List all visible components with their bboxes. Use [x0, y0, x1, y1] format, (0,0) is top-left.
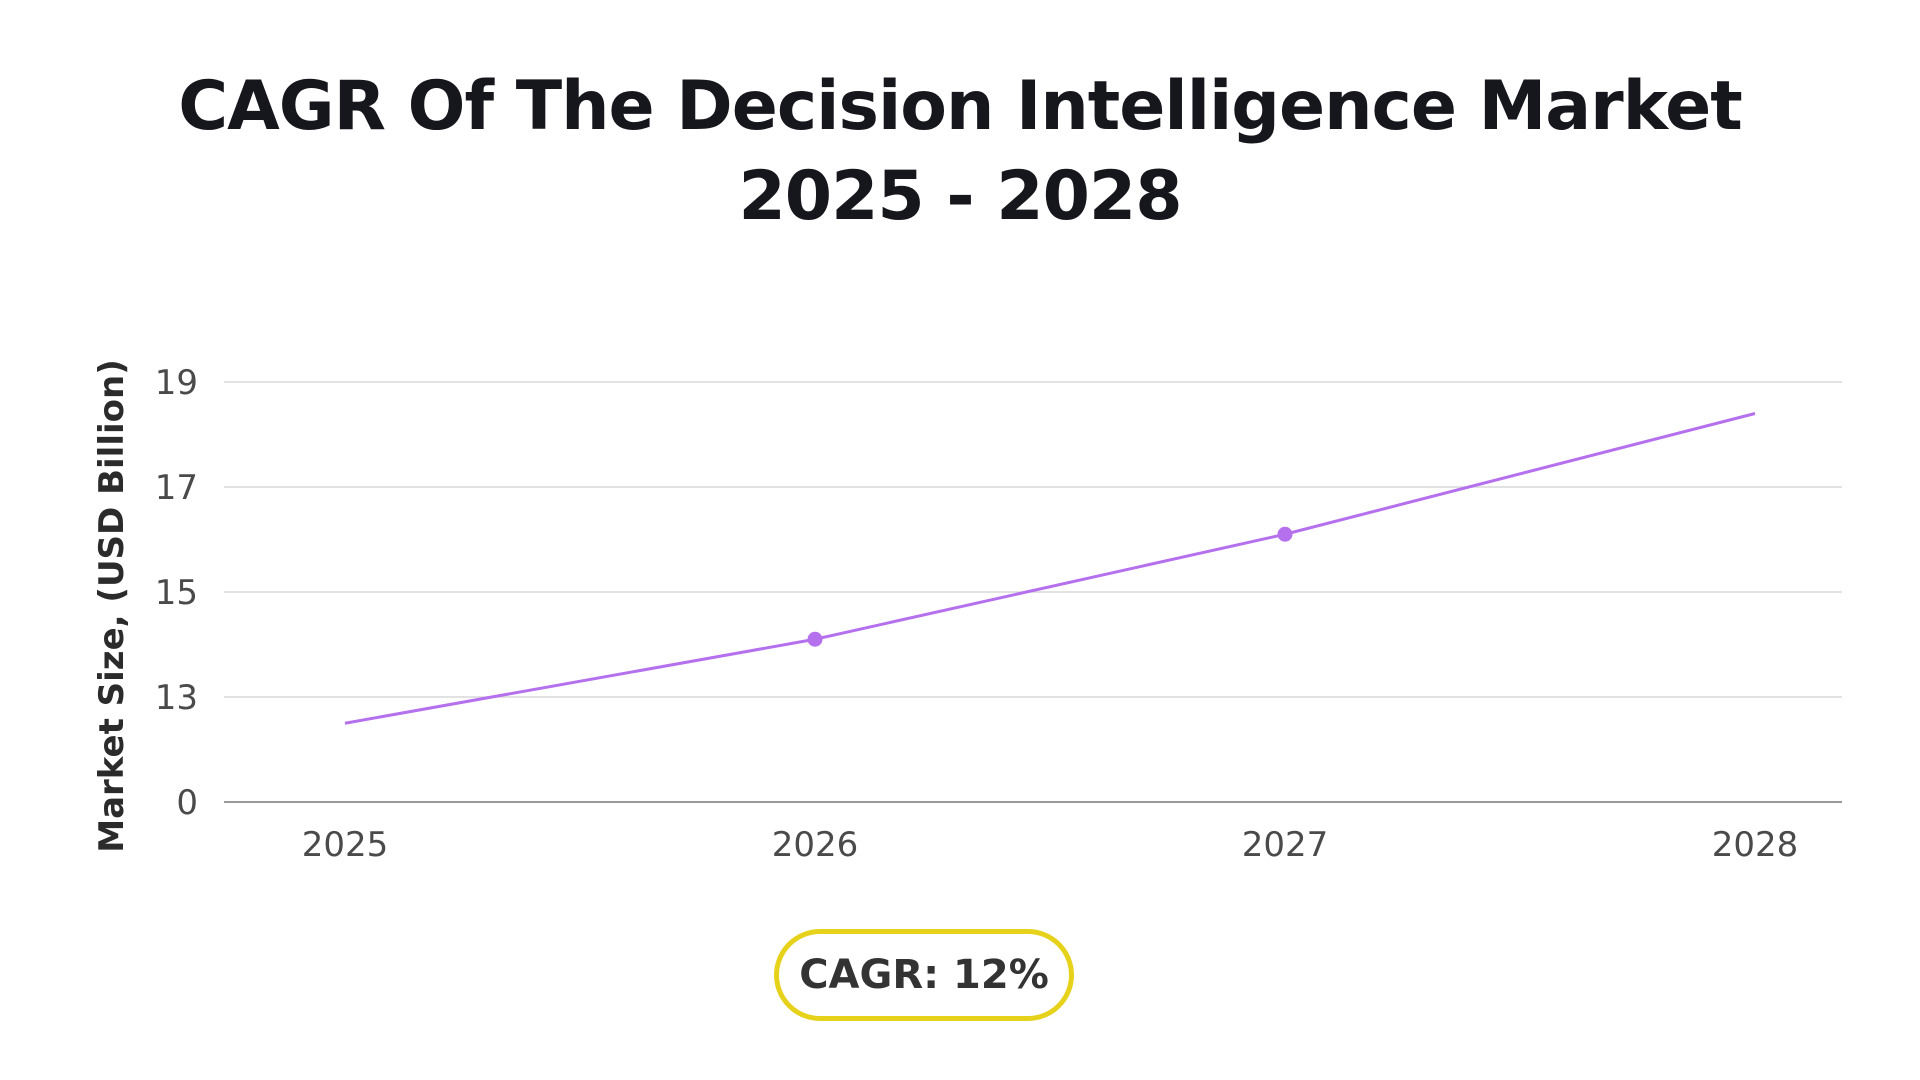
y-tick-label: 19: [155, 363, 198, 403]
series-line: [344, 412, 1756, 725]
y-axis-ticks: 19 17 15 13 0: [155, 363, 198, 823]
chart-title-line-1: CAGR Of The Decision Intelligence Market: [178, 67, 1742, 146]
y-tick-label: 13: [155, 678, 198, 718]
chart-title: CAGR Of The Decision Intelligence Market…: [0, 62, 1920, 242]
y-tick-label: 0: [176, 783, 198, 823]
y-tick-label: 15: [155, 573, 198, 613]
series: [344, 412, 1756, 725]
x-tick-label: 2027: [1242, 825, 1329, 865]
x-tick-label: 2026: [772, 825, 859, 865]
x-tick-label: 2025: [302, 825, 389, 865]
y-tick-label: 17: [155, 468, 198, 508]
data-point: [1277, 526, 1293, 542]
x-tick-label: 2028: [1712, 825, 1799, 865]
chart-title-line-2: 2025 - 2028: [738, 157, 1182, 236]
x-axis-ticks: 2025 2026 2027 2028: [302, 825, 1799, 865]
y-axis-title: Market Size, (USD Billion): [92, 359, 132, 852]
cagr-badge: CAGR: 12%: [774, 929, 1074, 1021]
data-point: [807, 631, 823, 647]
cagr-label: CAGR: 12%: [799, 952, 1049, 998]
